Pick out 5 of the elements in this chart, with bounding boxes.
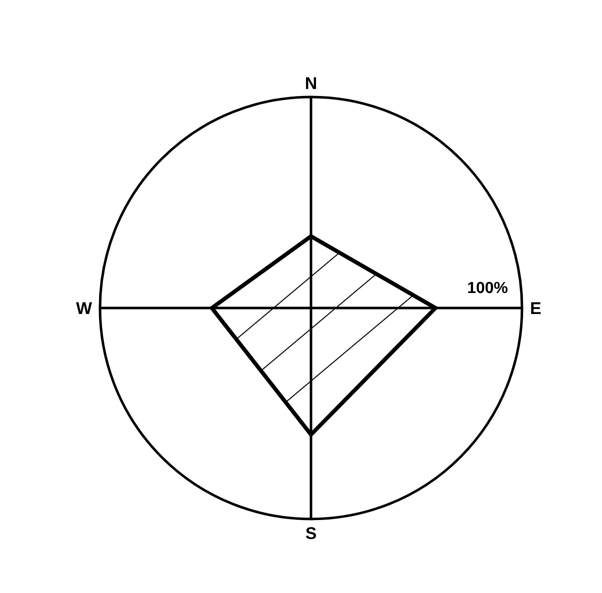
spoke-label: E — [530, 299, 542, 318]
text: 100% — [467, 280, 508, 297]
spoke-label: W — [76, 299, 93, 318]
spoke-label: S — [305, 524, 317, 544]
spoke-label: N — [304, 74, 318, 93]
